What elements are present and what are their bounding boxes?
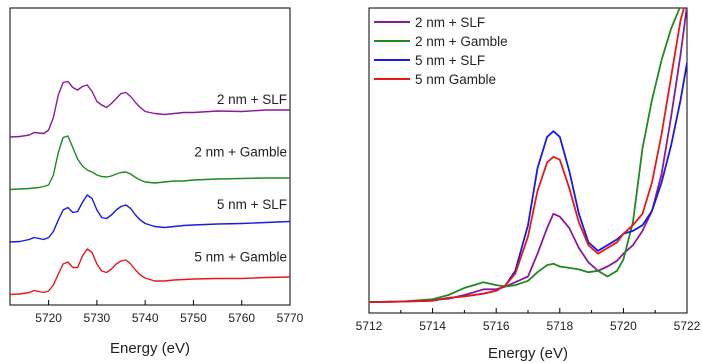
right-x-tick-label: 5714 [419,319,446,333]
left-series-line-2-nm-gamble [9,135,290,191]
right-series-line-5-nm-gamble [369,8,685,303]
left-series-label-5-nm-slf: 5 nm + SLF [217,197,287,212]
right-x-ticks: 5712 5714 5716 5718 5720 5722 [356,308,701,333]
legend-label-5-nm-gamble: 5 nm Gamble [415,72,496,87]
left-series-label-5-nm-gamble: 5 nm + Gamble [194,250,287,265]
right-series-line-2-nm-gamble [369,8,681,303]
left-x-tick-label: 5740 [132,311,159,325]
left-plot-frame [9,7,291,306]
right-series-lines [369,8,687,303]
legend-label-5-nm-slf: 5 nm + SLF [415,53,485,68]
left-x-axis-label: Energy (eV) [110,340,190,357]
right-legend: 2 nm + SLF 2 nm + Gamble 5 nm + SLF 5 nm Ga… [374,15,508,87]
left-series-lines [9,80,291,296]
legend-label-2-nm-gamble: 2 nm + Gamble [415,34,508,49]
right-x-tick-label: 5716 [483,319,510,333]
right-x-tick-label: 5712 [356,319,383,333]
left-series-label-2-nm-gamble: 2 nm + Gamble [194,145,287,160]
right-x-tick-label: 5722 [674,319,701,333]
left-x-tick-label: 5760 [228,311,255,325]
left-x-tick-label: 5770 [277,311,304,325]
legend-label-2-nm-slf: 2 nm + SLF [415,15,485,30]
left-x-tick-label: 5750 [180,311,207,325]
left-x-tick-label: 5730 [84,311,111,325]
left-series-line-2-nm-slf [9,80,290,138]
right-x-tick-label: 5718 [546,319,573,333]
left-series-labels: 2 nm + SLF 2 nm + Gamble 5 nm + SLF 5 nm + … [194,92,287,265]
left-series-line-5-nm-slf [9,194,291,243]
right-x-axis-label: Energy (eV) [488,345,568,362]
left-x-tick-label: 5720 [35,311,62,325]
right-panel: 2 nm + SLF 2 nm + Gamble 5 nm + SLF 5 nm Ga… [356,7,701,362]
left-panel: 2 nm + SLF 2 nm + Gamble 5 nm + SLF 5 nm + … [9,7,304,357]
left-series-line-5-nm-gamble [9,248,291,296]
left-x-ticks: 5720 5730 5740 5750 5760 5770 [35,300,304,325]
right-series-line-5-nm-slf [369,62,687,303]
right-x-tick-label: 5720 [610,319,637,333]
right-series-line-2-nm-slf [369,8,687,303]
left-series-label-2-nm-slf: 2 nm + SLF [217,92,287,107]
